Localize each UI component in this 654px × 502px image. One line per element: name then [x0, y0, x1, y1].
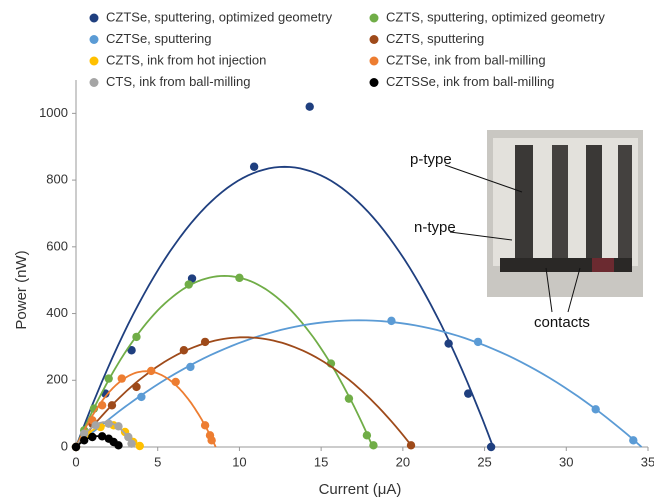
data-point — [171, 378, 179, 386]
y-tick-label: 400 — [46, 305, 68, 320]
x-tick-label: 20 — [396, 454, 410, 469]
legend-marker — [90, 57, 99, 66]
x-tick-label: 0 — [72, 454, 79, 469]
inset-label: p-type — [410, 151, 452, 168]
data-point — [114, 422, 122, 430]
x-tick-label: 15 — [314, 454, 328, 469]
data-point — [88, 433, 96, 441]
y-tick-label: 0 — [61, 438, 68, 453]
legend-label: CZTSe, sputtering — [106, 31, 212, 46]
data-point — [201, 338, 209, 346]
data-point — [91, 421, 99, 429]
contact-pad — [592, 258, 614, 272]
inset-photo: p-type n-type contacts — [410, 130, 643, 331]
data-point — [592, 405, 600, 413]
inset-label: contacts — [534, 314, 590, 331]
y-tick-label: 1000 — [39, 105, 68, 120]
legend-marker — [370, 14, 379, 23]
legend-label: CZTS, sputtering — [386, 31, 484, 46]
x-tick-label: 30 — [559, 454, 573, 469]
data-point — [629, 436, 637, 444]
legend-label: CZTS, ink from hot injection — [106, 52, 266, 67]
fit-curve — [76, 167, 493, 447]
legend-marker — [90, 35, 99, 44]
data-point — [207, 436, 215, 444]
data-point — [132, 383, 140, 391]
legend-marker — [370, 57, 379, 66]
data-point — [80, 436, 88, 444]
x-tick-label: 10 — [232, 454, 246, 469]
x-tick-label: 25 — [477, 454, 491, 469]
data-point — [108, 401, 116, 409]
data-point — [180, 346, 188, 354]
data-point — [136, 442, 144, 450]
data-point — [444, 339, 452, 347]
data-point — [487, 443, 495, 451]
x-axis-label: Current (μA) — [319, 481, 402, 498]
legend-label: CZTSe, sputtering, optimized geometry — [106, 9, 333, 24]
y-tick-label: 600 — [46, 238, 68, 253]
leg — [586, 145, 602, 270]
data-point — [98, 401, 106, 409]
data-point — [72, 443, 80, 451]
data-point — [369, 441, 377, 449]
legend-marker — [90, 14, 99, 23]
data-point — [201, 421, 209, 429]
legend-label: CZTS, sputtering, optimized geometry — [386, 9, 605, 24]
data-point — [345, 394, 353, 402]
data-point — [235, 274, 243, 282]
data-point — [185, 280, 193, 288]
data-point — [407, 441, 415, 449]
data-point — [127, 439, 135, 447]
leg — [618, 145, 632, 270]
data-point — [363, 431, 371, 439]
legend-label: CZTSe, ink from ball-milling — [386, 52, 546, 67]
data-point — [250, 163, 258, 171]
data-point — [104, 419, 112, 427]
data-point — [132, 333, 140, 341]
data-point — [387, 317, 395, 325]
data-point — [147, 367, 155, 375]
fit-curve — [76, 320, 642, 447]
data-point — [114, 441, 122, 449]
data-point — [464, 389, 472, 397]
x-tick-label: 35 — [641, 454, 654, 469]
legend-label: CZTSSe, ink from ball-milling — [386, 74, 554, 89]
inset-label: n-type — [414, 219, 456, 236]
data-point — [104, 374, 112, 382]
y-tick-label: 200 — [46, 372, 68, 387]
x-tick-label: 5 — [154, 454, 161, 469]
leg — [515, 145, 533, 270]
data-point — [306, 102, 314, 110]
data-point — [137, 393, 145, 401]
legend-marker — [370, 35, 379, 44]
leg — [552, 145, 568, 270]
data-point — [474, 338, 482, 346]
y-tick-label: 800 — [46, 172, 68, 187]
data-point — [118, 374, 126, 382]
legend-marker — [90, 78, 99, 87]
data-point — [186, 363, 194, 371]
y-axis-label: Power (nW) — [13, 250, 30, 329]
chart: p-type n-type contacts Current (μA) Powe… — [0, 0, 654, 502]
legend-marker — [370, 78, 379, 87]
legend-label: CTS, ink from ball-milling — [106, 74, 250, 89]
